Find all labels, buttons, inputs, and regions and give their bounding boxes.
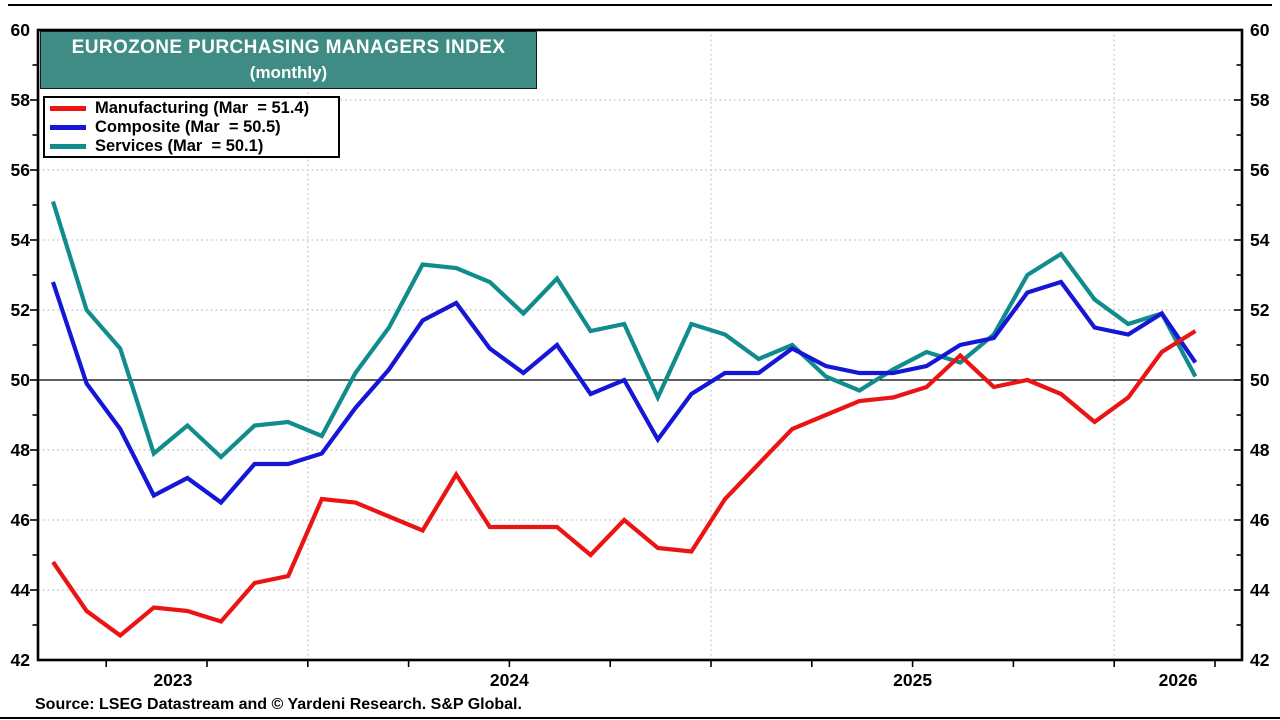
plot-frame <box>36 28 1244 662</box>
series-line-composite <box>51 279 1198 506</box>
source-text: Source: LSEG Datastream and © Yardeni Re… <box>35 696 522 713</box>
y-axis-label-right-54: 54 <box>1250 230 1270 250</box>
y-axis-label-left-52: 52 <box>11 300 31 320</box>
y-axis-label-right-44: 44 <box>1250 580 1270 600</box>
legend-label-services: Services (Mar = 50.1) <box>95 137 264 155</box>
y-axis-label-left-56: 56 <box>11 160 31 180</box>
y-axis-label-left-48: 48 <box>11 440 31 460</box>
y-axis-label-right-56: 56 <box>1250 160 1270 180</box>
series-line-manufacturing <box>51 329 1197 639</box>
y-axis-label-left-60: 60 <box>11 20 31 40</box>
year-label-2026: 2026 <box>1159 670 1198 690</box>
services-line-swatch <box>50 144 86 149</box>
y-axis-label-left-50: 50 <box>11 370 31 390</box>
year-label-2024: 2024 <box>490 670 529 690</box>
top-border-rule <box>8 4 1272 6</box>
y-axis-label-left-58: 58 <box>11 90 31 110</box>
chart-subtitle: (monthly) <box>249 63 328 82</box>
composite-line-swatch <box>50 125 86 130</box>
y-axis-label-right-52: 52 <box>1250 300 1270 320</box>
year-label-2023: 2023 <box>153 670 192 690</box>
y-axis-label-right-60: 60 <box>1250 20 1270 40</box>
legend-item-services: Services (Mar = 50.1) <box>45 137 338 156</box>
y-axis-label-right-48: 48 <box>1250 440 1270 460</box>
y-axis-label-right-42: 42 <box>1250 650 1270 670</box>
legend-box: Manufacturing (Mar = 51.4) Composite (Ma… <box>43 96 340 158</box>
chart-title: EUROZONE PURCHASING MANAGERS INDEX <box>71 37 506 58</box>
legend-label-manufacturing: Manufacturing (Mar = 51.4) <box>95 99 310 117</box>
manufacturing-line-swatch <box>50 106 86 111</box>
bottom-border-rule <box>0 717 1280 719</box>
y-axis-label-left-42: 42 <box>11 650 31 670</box>
y-axis-label-left-44: 44 <box>11 580 31 600</box>
legend-item-manufacturing: Manufacturing (Mar = 51.4) <box>45 99 338 118</box>
y-axis-label-right-46: 46 <box>1250 510 1270 530</box>
y-axis-label-right-58: 58 <box>1250 90 1270 110</box>
legend-label-composite: Composite (Mar = 50.5) <box>95 118 281 136</box>
legend-item-composite: Composite (Mar = 50.5) <box>45 118 338 137</box>
y-axis-label-left-46: 46 <box>11 510 31 530</box>
series-line-services <box>50 200 1198 460</box>
y-axis-label-left-54: 54 <box>11 230 31 250</box>
chart-title-box: EUROZONE PURCHASING MANAGERS INDEX (mont… <box>40 31 537 89</box>
y-axis-label-right-50: 50 <box>1250 370 1270 390</box>
year-label-2025: 2025 <box>893 670 932 690</box>
